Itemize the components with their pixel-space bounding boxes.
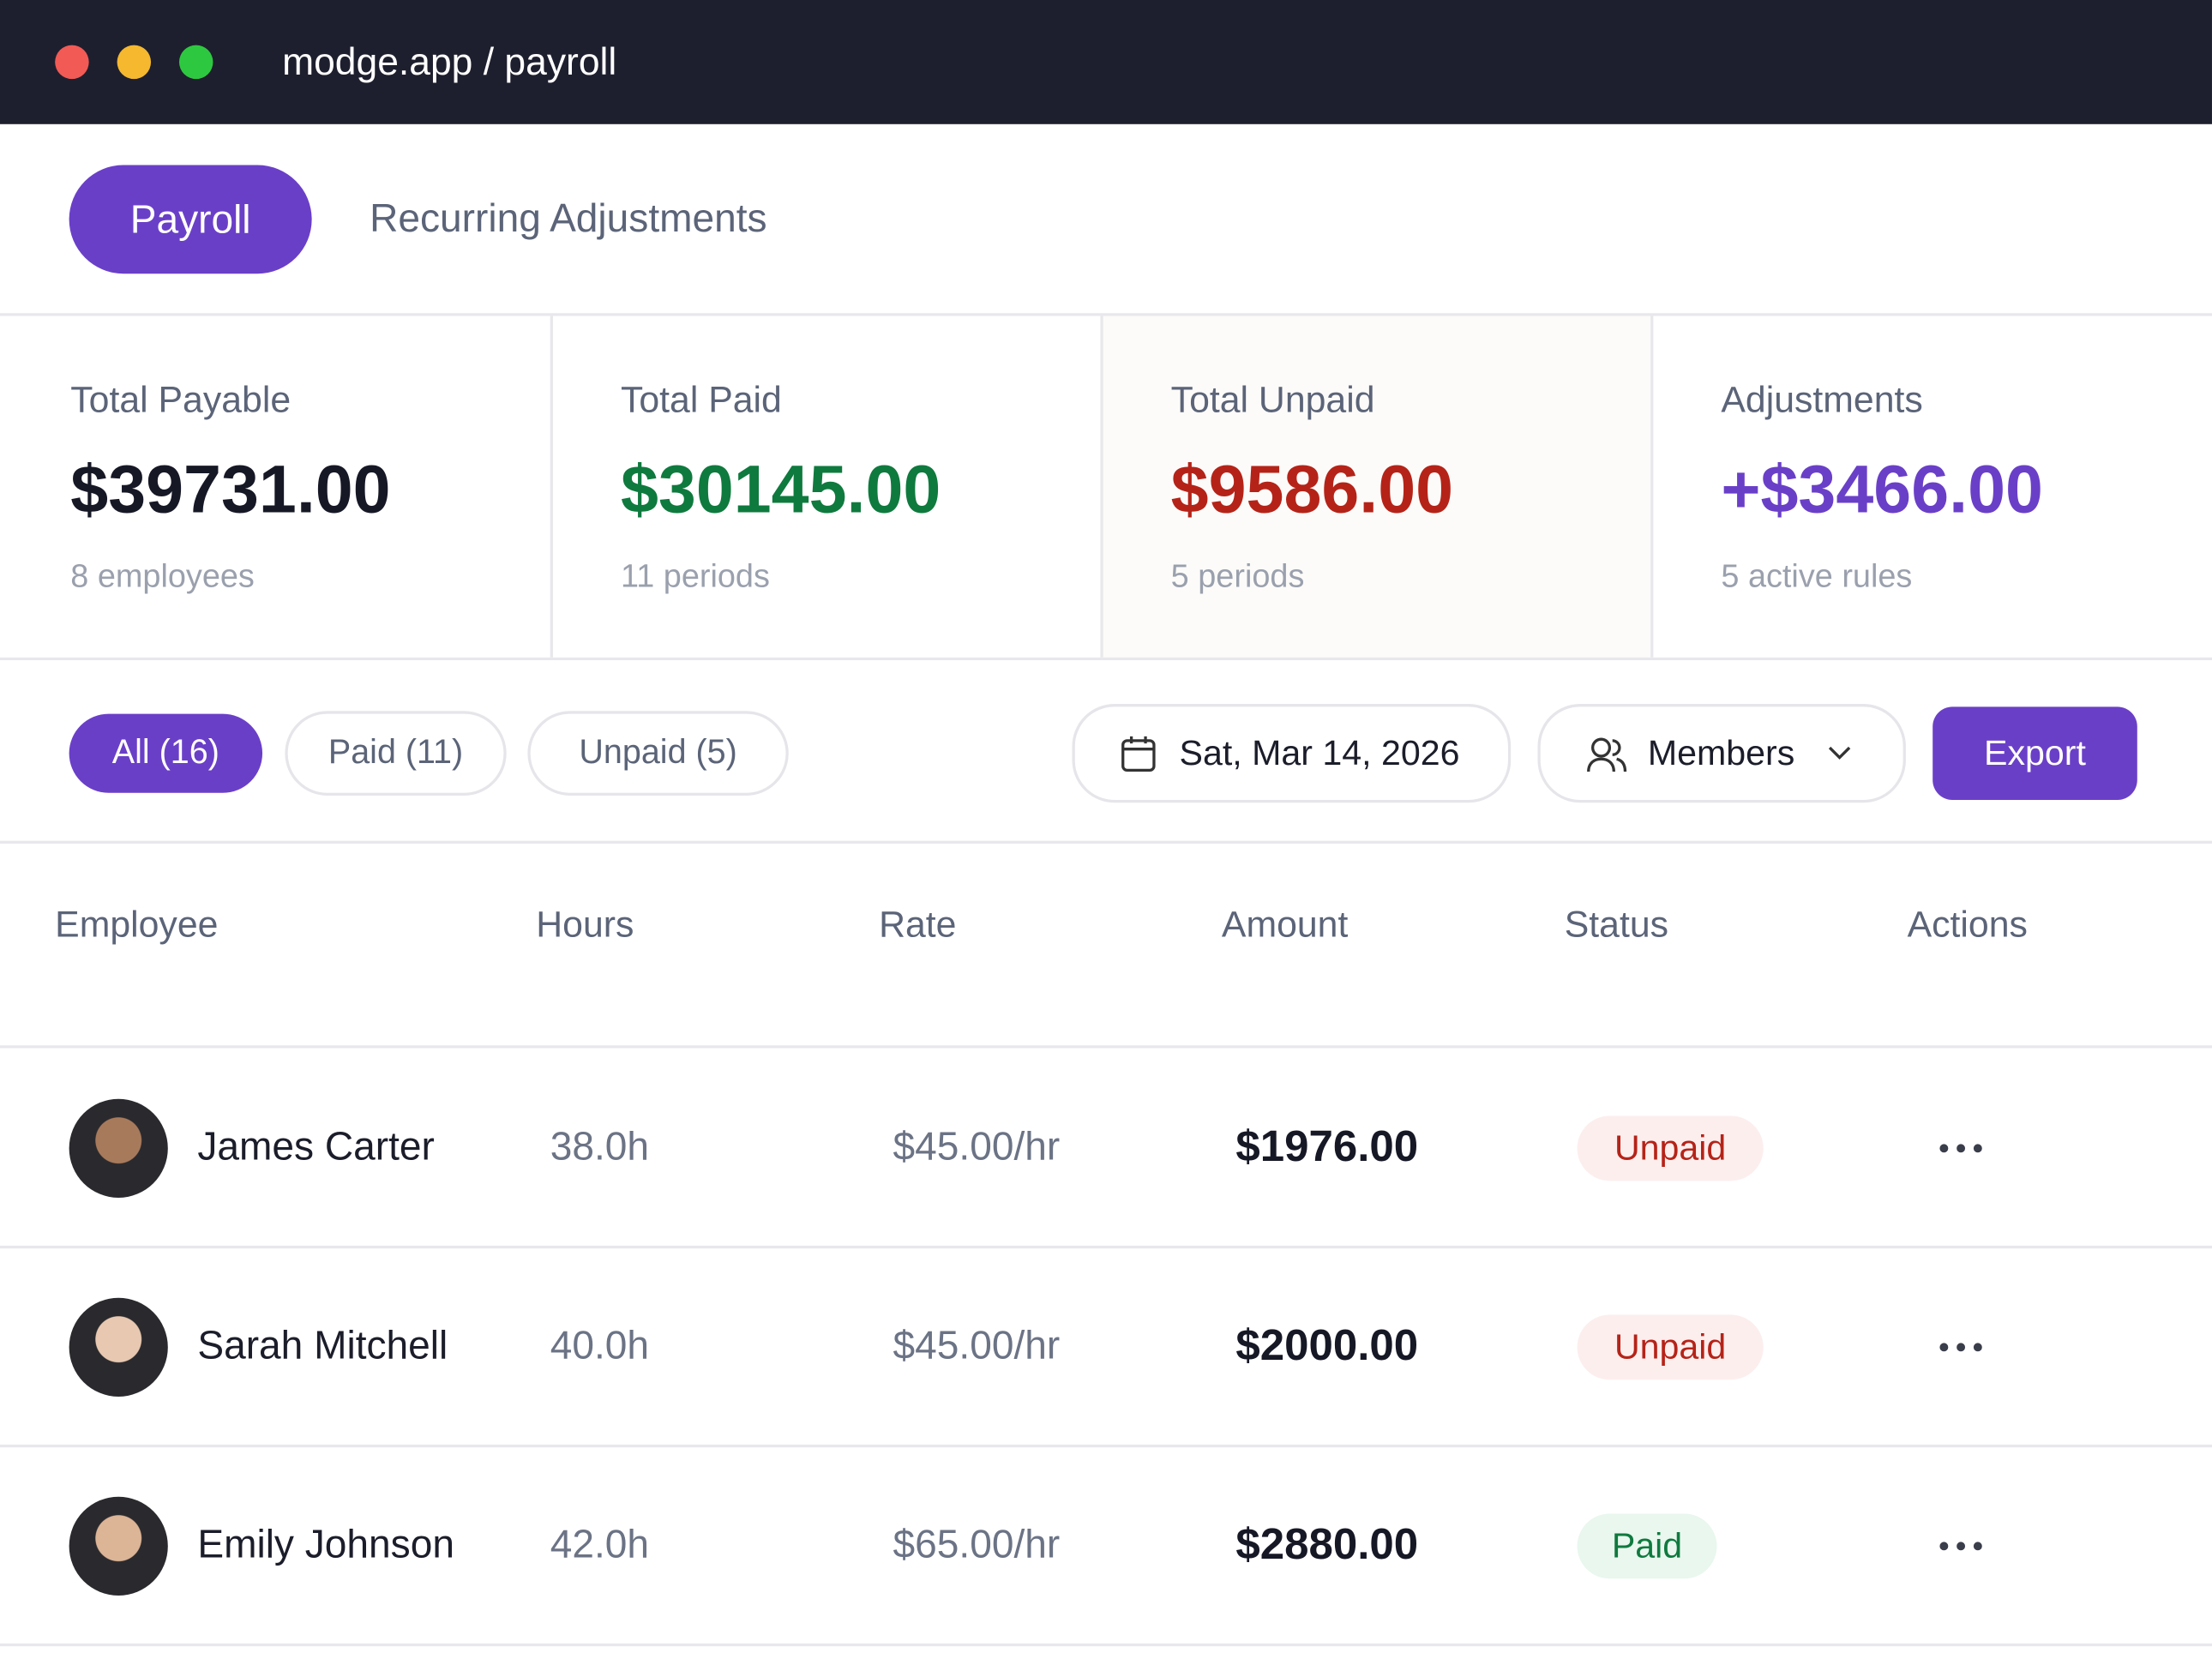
tab[interactable]: Recurring Adjustments xyxy=(370,195,767,240)
status-badge: Unpaid xyxy=(1577,1115,1764,1181)
hours: 40.0h xyxy=(550,1323,650,1367)
status-badge: Paid xyxy=(1577,1513,1717,1579)
filter[interactable]: Paid (11) xyxy=(285,711,507,796)
status-badge: Unpaid xyxy=(1577,1314,1764,1380)
row-divider xyxy=(0,1643,2212,1647)
avatar xyxy=(69,1098,168,1198)
actions-menu[interactable] xyxy=(1935,1336,1992,1358)
filter[interactable]: Unpaid (5) xyxy=(527,711,789,796)
avatar xyxy=(69,1297,168,1397)
column-header: Rate xyxy=(879,903,957,946)
row-divider xyxy=(0,1444,2212,1448)
rate: $45.00/hr xyxy=(893,1323,1061,1367)
chevron xyxy=(1828,746,1851,760)
stat-label: Total Payable xyxy=(70,377,292,421)
stat-card xyxy=(1650,316,2201,658)
stat-label: Adjustments xyxy=(1721,377,1923,421)
url: modge.app / payroll xyxy=(282,40,617,84)
stat-card xyxy=(1100,316,1651,658)
stat-note: 5 active rules xyxy=(1721,556,1913,594)
stat-label: Total Unpaid xyxy=(1170,377,1375,421)
hours: 38.0h xyxy=(550,1124,650,1169)
stat-card xyxy=(550,316,1101,658)
actions-menu[interactable] xyxy=(1935,1137,1992,1159)
employee-name: Emily Johnson xyxy=(197,1522,454,1566)
export-button[interactable]: Export xyxy=(1932,706,2137,800)
hours: 42.0h xyxy=(550,1522,650,1566)
members: Members xyxy=(1647,732,1795,772)
stat-note: 11 periods xyxy=(620,556,770,594)
tab-active[interactable]: Payroll xyxy=(69,165,312,274)
column-header: Status xyxy=(1564,903,1669,946)
actions-menu[interactable] xyxy=(1935,1535,1992,1557)
row-divider xyxy=(0,1245,2212,1249)
stat-label: Total Paid xyxy=(620,377,782,421)
members-icon xyxy=(1587,737,1627,772)
window-controls xyxy=(55,45,213,80)
members-dropdown[interactable]: Members xyxy=(1537,704,1906,803)
avatar xyxy=(69,1496,168,1596)
stat-value: $30145.00 xyxy=(620,453,941,528)
title-bar: modge.app / payroll xyxy=(0,0,2212,124)
column-header: Employee xyxy=(55,903,219,946)
amount: $1976.00 xyxy=(1235,1121,1419,1171)
date-picker[interactable]: Sat, Mar 14, 2026 xyxy=(1072,704,1512,803)
stat-value: $39731.00 xyxy=(70,453,391,528)
stat-card xyxy=(0,316,550,658)
stat-note: 8 employees xyxy=(70,556,255,594)
stat-value: +$3466.00 xyxy=(1721,453,2043,528)
amount: $2880.00 xyxy=(1235,1519,1419,1569)
column-header: Amount xyxy=(1221,903,1349,946)
rate: $45.00/hr xyxy=(893,1124,1061,1169)
stat-value: $9586.00 xyxy=(1170,453,1454,528)
column-header: Hours xyxy=(536,903,634,946)
employee-name: Sarah Mitchell xyxy=(197,1323,448,1367)
filter-active[interactable]: All (16) xyxy=(69,713,263,793)
amount: $2000.00 xyxy=(1235,1320,1419,1370)
employee-name: James Carter xyxy=(197,1124,435,1169)
stat-note: 5 periods xyxy=(1170,556,1305,594)
rate: $65.00/hr xyxy=(893,1522,1061,1566)
date: Sat, Mar 14, 2026 xyxy=(1179,732,1460,772)
column-header: Actions xyxy=(1907,903,2028,946)
calendar-icon xyxy=(1121,736,1156,772)
row-divider xyxy=(0,1045,2212,1049)
